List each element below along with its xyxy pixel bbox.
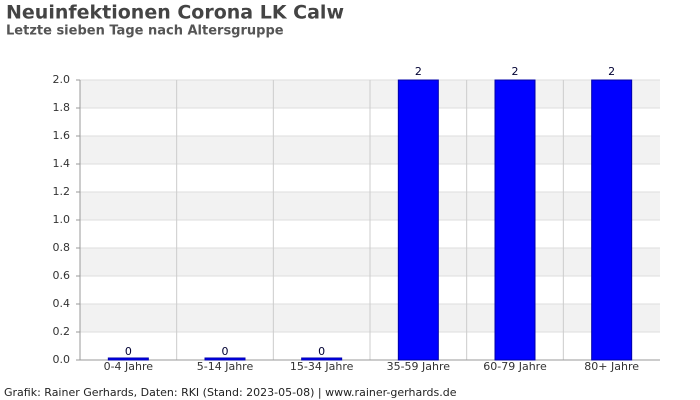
- bar: [204, 357, 246, 361]
- y-tick-label: 0.2: [53, 325, 71, 338]
- bar: [397, 79, 439, 361]
- bar: [107, 357, 149, 361]
- y-tick-label: 2.0: [53, 73, 71, 86]
- y-tick-label: 1.2: [53, 185, 71, 198]
- bar: [301, 357, 343, 361]
- y-tick-label: 1.4: [53, 157, 71, 170]
- x-tick-label: 80+ Jahre: [584, 360, 639, 373]
- value-label: 2: [415, 65, 422, 78]
- y-tick-label: 1.8: [53, 101, 71, 114]
- y-tick-label: 0.8: [53, 241, 71, 254]
- source-note: Grafik: Rainer Gerhards, Daten: RKI (Sta…: [4, 386, 457, 399]
- y-tick-label: 1.0: [53, 213, 71, 226]
- bar: [591, 79, 633, 361]
- value-label: 2: [512, 65, 519, 78]
- x-tick-label: 35-59 Jahre: [387, 360, 451, 373]
- y-tick-label: 0.0: [53, 353, 71, 366]
- y-tick-label: 0.4: [53, 297, 71, 310]
- x-tick-label: 5-14 Jahre: [197, 360, 254, 373]
- value-label: 0: [125, 345, 132, 358]
- y-tick-label: 0.6: [53, 269, 71, 282]
- chart-subtitle: Letzte sieben Tage nach Altersgruppe: [6, 24, 284, 39]
- bar: [494, 79, 536, 361]
- value-label: 0: [318, 345, 325, 358]
- y-tick-label: 1.6: [53, 129, 71, 142]
- x-tick-label: 15-34 Jahre: [290, 360, 354, 373]
- x-tick-label: 60-79 Jahre: [483, 360, 547, 373]
- value-label: 0: [222, 345, 229, 358]
- chart-title: Neuinfektionen Corona LK Calw: [6, 2, 344, 24]
- value-label: 2: [608, 65, 615, 78]
- x-tick-label: 0-4 Jahre: [104, 360, 154, 373]
